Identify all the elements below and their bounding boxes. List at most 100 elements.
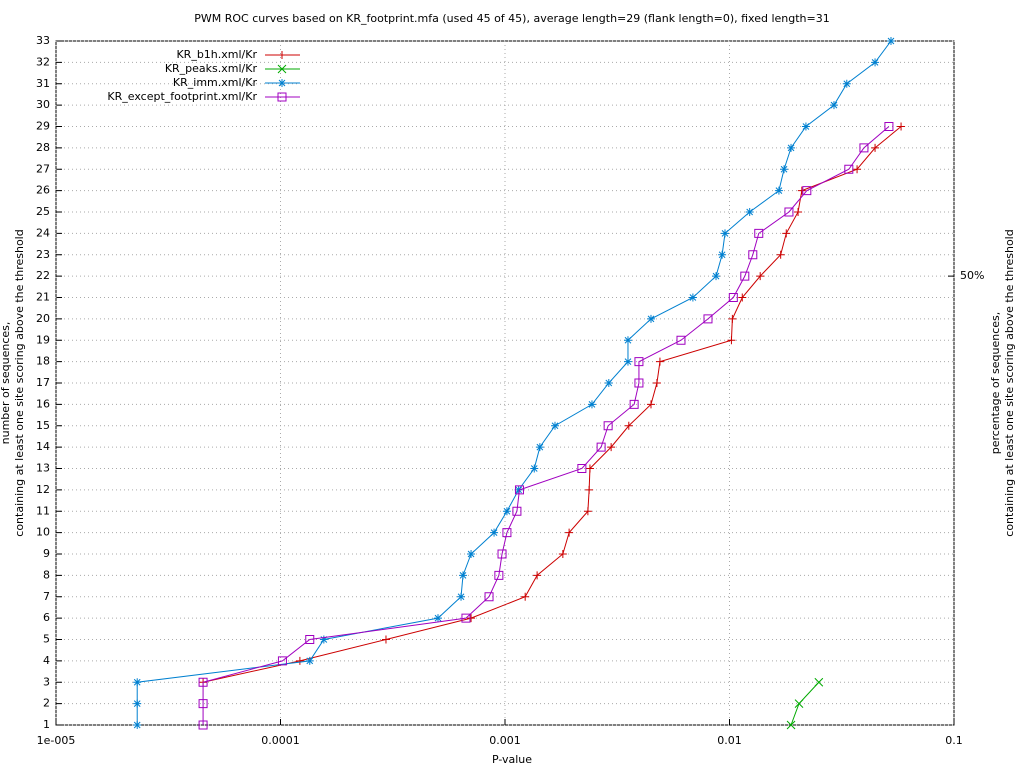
y-tick-label: 13 [36,462,50,475]
x-tick-label: 0.001 [489,734,521,747]
data-point [756,272,765,281]
data-point [434,614,443,623]
data-point [133,699,142,708]
data-point [754,228,764,238]
data-point [604,379,613,387]
data-point [738,293,747,302]
y-tick-label: 8 [43,568,50,581]
data-point [721,229,730,238]
legend-label: KR_b1h.xml/Kr [176,48,257,61]
data-point [859,143,869,153]
y-tick-label: 24 [36,226,50,239]
y-tick-label: 10 [36,526,50,539]
x-tick-label: 1e-005 [37,734,76,747]
data-point [514,485,523,494]
y-tick-label: 12 [36,483,50,496]
data-point [565,528,574,537]
data-point [646,400,655,409]
y-tick-label: 26 [36,184,50,197]
y-tick-label: 7 [43,590,50,603]
data-point [198,720,208,730]
y-tick-label: 28 [36,141,50,154]
legend-label: KR_except_footprint.xml/Kr [107,90,257,103]
y-tick-label: 30 [36,98,50,111]
data-point [133,721,142,729]
data-point [381,635,390,644]
y-tick-label: 15 [36,419,50,432]
y-tick-label: 20 [36,312,50,325]
data-point [467,550,476,558]
chart-title: PWM ROC curves based on KR_footprint.mfa… [194,12,830,25]
data-point [853,165,862,174]
data-point [797,186,806,195]
legend-label: KR_peaks.xml/Kr [165,62,258,75]
data-point [886,37,895,45]
y-tick-label: 16 [36,397,50,410]
y-tick-label: 21 [36,291,50,304]
y-tick-label: 2 [43,697,50,710]
data-point [624,421,633,430]
y-tick-label: 27 [36,162,50,175]
data-point [623,336,632,345]
data-point [295,656,304,665]
data-point [497,549,507,559]
y-axis-label: containing at least one site scoring abo… [13,229,26,536]
y-tick-label: 17 [36,376,50,389]
data-point [484,592,494,602]
data-point [718,250,727,259]
y-tick-label: 32 [36,55,50,68]
data-point [676,335,686,345]
data-point [802,186,812,196]
data-point [728,314,737,323]
data-point [530,464,539,473]
data-point [596,442,606,452]
x-tick-label: 0.0001 [261,734,300,747]
y-tick-label: 23 [36,248,50,261]
data-point [814,677,824,687]
data-point [712,272,721,281]
data-point [871,58,880,67]
data-point [728,293,738,302]
data-point [727,336,736,345]
data-point [198,677,208,687]
legend-label: KR_imm.xml/Kr [173,76,258,89]
y-tick-label: 22 [36,269,50,282]
data-point [585,485,594,494]
y-tick-label: 1 [43,718,50,731]
data-point [688,293,697,302]
data-point [794,208,803,216]
y-tick-label: 11 [36,504,50,517]
series-line [202,126,890,725]
data-point [780,165,789,174]
data-point [829,101,838,110]
y-tick-label: 14 [36,440,50,453]
data-point [587,400,596,409]
data-point [646,314,655,323]
data-point [502,507,511,516]
y-tick-label: 31 [36,77,50,90]
y2-axis-label: percentage of sequences, [989,312,1002,454]
y-tick-label: 3 [43,675,50,688]
data-point [535,443,544,452]
y-axis-label: number of sequences, [0,322,12,445]
legend-marker [278,79,286,87]
data-point [461,613,471,623]
data-point [652,379,661,387]
data-point [776,250,785,259]
y-tick-label: 5 [43,633,50,646]
x-tick-label: 0.01 [717,734,742,747]
data-point [585,464,594,473]
y-tick-label: 33 [36,34,50,47]
data-point [133,678,142,687]
data-point [533,571,542,580]
legend-marker [278,51,286,59]
y-tick-label: 6 [43,611,50,624]
data-point [801,122,810,131]
data-point [577,464,587,473]
data-point [198,699,208,709]
data-point [551,421,559,430]
data-point [502,528,512,538]
data-point [897,122,906,131]
data-point [305,656,314,665]
